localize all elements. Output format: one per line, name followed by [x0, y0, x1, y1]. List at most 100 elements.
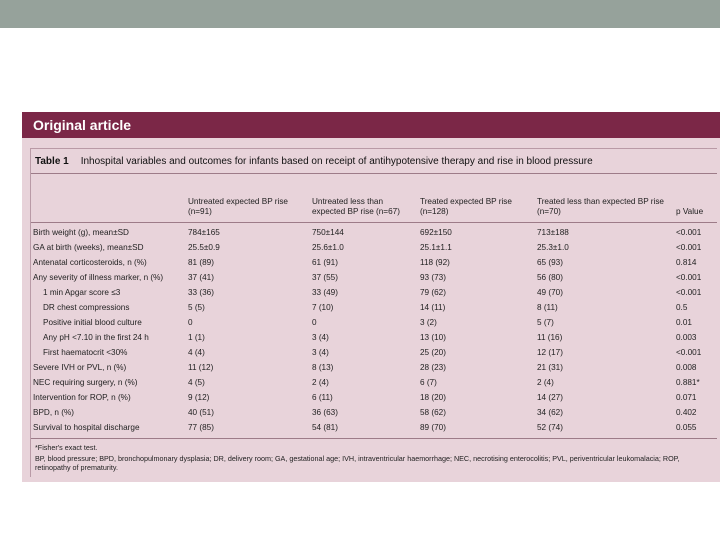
cell: 784±165 [188, 228, 220, 237]
table: Table 1 Inhospital variables and outcomes… [30, 148, 717, 477]
row-label: Any pH <7.10 in the first 24 h [43, 333, 149, 342]
cell: 25.1±1.1 [420, 243, 452, 252]
cell: 40 (51) [188, 408, 214, 417]
top-bar [0, 0, 720, 28]
cell: 8 (13) [312, 363, 334, 372]
cell: 52 (74) [537, 423, 563, 432]
footnote: BP, blood pressure; BPD, bronchopulmonar… [35, 454, 680, 472]
cell: 4 (5) [188, 378, 205, 387]
cell: 49 (70) [537, 288, 563, 297]
cell: 0.814 [676, 258, 697, 267]
cell: 9 (12) [188, 393, 210, 402]
cell: 58 (62) [420, 408, 446, 417]
cell: 37 (41) [188, 273, 214, 282]
cell: 56 (80) [537, 273, 563, 282]
footnote: *Fisher's exact test. [35, 443, 98, 452]
cell: 0.055 [676, 423, 697, 432]
cell: 21 (31) [537, 363, 563, 372]
row-label: Intervention for ROP, n (%) [33, 393, 131, 402]
cell: 28 (23) [420, 363, 446, 372]
cell: 0.071 [676, 393, 697, 402]
column-header: Treated expected BP rise (n=128) [420, 197, 512, 216]
cell: 13 (10) [420, 333, 446, 342]
cell: 37 (55) [312, 273, 338, 282]
cell: 77 (85) [188, 423, 214, 432]
cell: 1 (1) [188, 333, 205, 342]
cell: 3 (4) [312, 348, 329, 357]
rule [31, 222, 717, 223]
row-label: Severe IVH or PVL, n (%) [33, 363, 127, 372]
cell: <0.001 [676, 273, 702, 282]
cell: 14 (27) [537, 393, 563, 402]
row-label: 1 min Apgar score ≤3 [43, 288, 121, 297]
cell: 25 (20) [420, 348, 446, 357]
cell: 33 (36) [188, 288, 214, 297]
table-title: Table 1 Inhospital variables and outcomes… [35, 157, 593, 167]
cell: 0 [188, 318, 193, 327]
cell: 0 [312, 318, 317, 327]
cell: 79 (62) [420, 288, 446, 297]
cell: 14 (11) [420, 303, 446, 312]
cell: 0.402 [676, 408, 697, 417]
row-label: Positive initial blood culture [43, 318, 142, 327]
cell: 11 (12) [188, 363, 214, 372]
cell: 0.5 [676, 303, 688, 312]
banner: Original article [22, 112, 720, 138]
cell: 8 (11) [537, 303, 558, 312]
rule [31, 173, 717, 174]
cell: <0.001 [676, 348, 702, 357]
row-label: Any severity of illness marker, n (%) [33, 273, 164, 282]
cell: 25.5±0.9 [188, 243, 220, 252]
row-label: GA at birth (weeks), mean±SD [33, 243, 144, 252]
cell: <0.001 [676, 228, 702, 237]
cell: 2 (4) [312, 378, 329, 387]
column-header: Untreated less than expected BP rise (n=… [312, 197, 400, 216]
row-label: Survival to hospital discharge [33, 423, 140, 432]
cell: 7 (10) [312, 303, 334, 312]
cell: 25.6±1.0 [312, 243, 344, 252]
cell: 12 (17) [537, 348, 563, 357]
table-title-text: Inhospital variables and outcomes for in… [80, 156, 593, 167]
cell: 25.3±1.0 [537, 243, 569, 252]
cell: 0.01 [676, 318, 692, 327]
cell: 5 (5) [188, 303, 205, 312]
cell: 3 (2) [420, 318, 437, 327]
cell: 2 (4) [537, 378, 554, 387]
column-headers: Untreated expected BP rise (n=91) Untreat… [31, 177, 717, 217]
table-panel: Table 1 Inhospital variables and outcomes… [22, 138, 720, 482]
row-label: NEC requiring surgery, n (%) [33, 378, 138, 387]
row-label: Antenatal corticosteroids, n (%) [33, 258, 147, 267]
cell: 34 (62) [537, 408, 563, 417]
row-label: First haematocrit <30% [43, 348, 128, 357]
cell: 33 (49) [312, 288, 338, 297]
cell: 0.003 [676, 333, 697, 342]
cell: 750±144 [312, 228, 344, 237]
cell: 54 (81) [312, 423, 338, 432]
column-header: Treated less than expected BP rise (n=70… [537, 197, 664, 216]
cell: 11 (16) [537, 333, 563, 342]
cell: 0.881* [676, 378, 700, 387]
row-label: Birth weight (g), mean±SD [33, 228, 129, 237]
column-header: Untreated expected BP rise (n=91) [188, 197, 288, 216]
cell: 0.008 [676, 363, 697, 372]
table-number: Table 1 [35, 156, 69, 167]
cell: 3 (4) [312, 333, 329, 342]
cell: 118 (92) [420, 258, 450, 267]
cell: 5 (7) [537, 318, 554, 327]
cell: 61 (91) [312, 258, 338, 267]
cell: 36 (63) [312, 408, 338, 417]
cell: 692±150 [420, 228, 452, 237]
row-label: DR chest compressions [43, 303, 130, 312]
cell: <0.001 [676, 243, 702, 252]
cell: 6 (11) [312, 393, 333, 402]
column-header: p Value [676, 207, 704, 216]
cell: 65 (93) [537, 258, 563, 267]
cell: 93 (73) [420, 273, 446, 282]
cell: 81 (89) [188, 258, 214, 267]
cell: <0.001 [676, 288, 702, 297]
cell: 713±188 [537, 228, 569, 237]
cell: 89 (70) [420, 423, 446, 432]
rule [31, 438, 717, 439]
cell: 6 (7) [420, 378, 437, 387]
